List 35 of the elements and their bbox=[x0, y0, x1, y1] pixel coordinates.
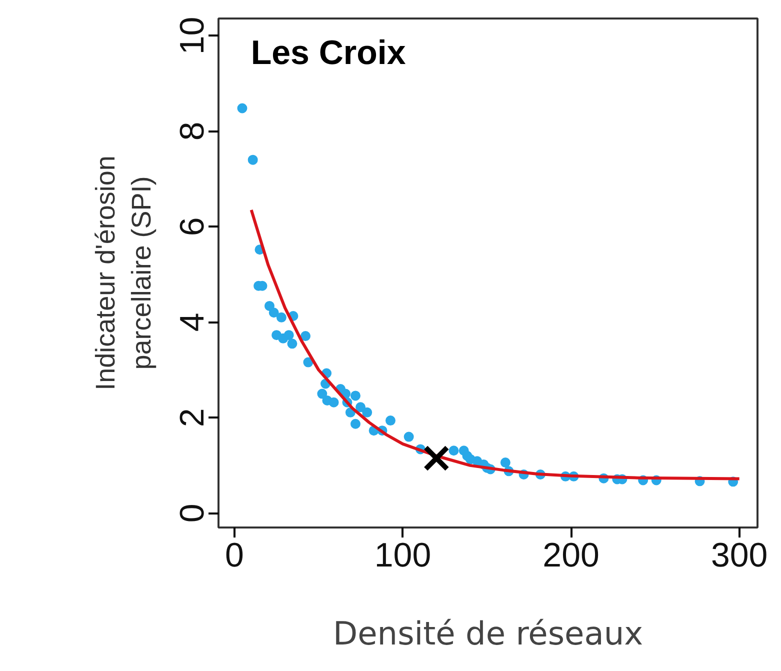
point bbox=[465, 454, 476, 464]
point bbox=[423, 445, 450, 472]
x-tick-label: 0 bbox=[225, 536, 244, 574]
point bbox=[317, 388, 328, 399]
point bbox=[362, 407, 372, 418]
point bbox=[500, 458, 510, 468]
point bbox=[303, 357, 314, 368]
point bbox=[264, 300, 274, 311]
point bbox=[248, 154, 258, 165]
point bbox=[284, 330, 294, 340]
point bbox=[404, 432, 414, 442]
point bbox=[385, 416, 396, 426]
y-tick-label: 8 bbox=[174, 122, 212, 141]
point bbox=[328, 397, 339, 408]
x-tick-label: 300 bbox=[710, 536, 768, 574]
point bbox=[448, 446, 459, 456]
point bbox=[350, 418, 360, 429]
point bbox=[350, 390, 360, 401]
x-axis-title: Densité de réseaux bbox=[332, 614, 644, 652]
text: Les Croix bbox=[250, 34, 406, 72]
point bbox=[458, 446, 469, 456]
point bbox=[268, 308, 279, 318]
x-tick-label: 100 bbox=[374, 536, 432, 574]
point bbox=[276, 312, 286, 322]
point bbox=[237, 103, 248, 114]
y-axis-title: Indicateur d'érosion parcellaire (SPI) bbox=[90, 156, 156, 390]
y-tick-label: 0 bbox=[174, 504, 212, 523]
y-tick-label: 6 bbox=[174, 217, 212, 236]
point bbox=[287, 338, 298, 349]
x-tick-label: 200 bbox=[542, 536, 600, 574]
y-tick-label: 2 bbox=[174, 408, 212, 428]
point bbox=[356, 402, 366, 412]
y-tick-label: 4 bbox=[174, 312, 212, 332]
point bbox=[300, 331, 310, 342]
y-tick-label: 10 bbox=[174, 16, 212, 55]
